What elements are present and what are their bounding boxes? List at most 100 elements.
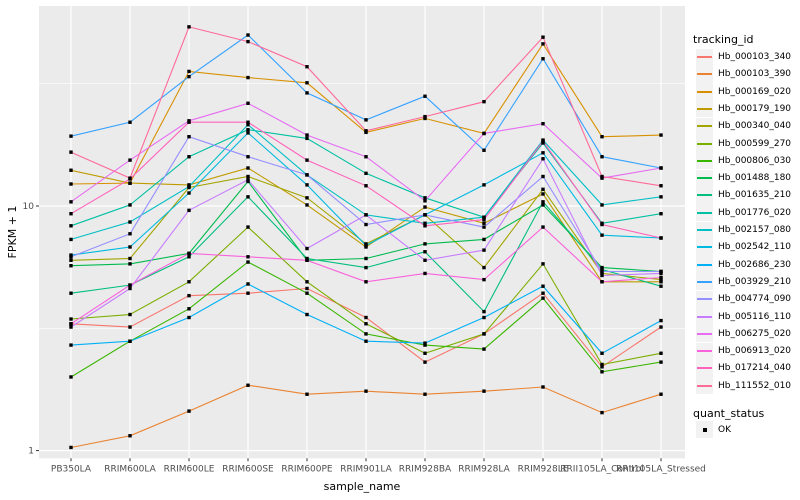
panel-background [39, 6, 685, 459]
data-point [69, 168, 73, 172]
data-point [246, 255, 250, 259]
data-point [187, 315, 191, 320]
legend-entry-quant-ok: OK [696, 421, 731, 438]
data-point [305, 203, 309, 207]
data-point [69, 255, 73, 259]
data-point [482, 237, 486, 242]
data-point [541, 200, 545, 204]
data-point [482, 183, 486, 187]
data-point [541, 385, 545, 389]
x-tick-label: RRIM600PE [281, 464, 333, 474]
data-point [364, 332, 368, 336]
legend-entry-label: Hb_001635_210 [718, 190, 792, 201]
line-swatch-icon [697, 367, 712, 370]
data-point [246, 39, 250, 44]
data-point [600, 280, 604, 284]
data-point [69, 264, 73, 268]
data-point [482, 148, 486, 152]
data-point [246, 195, 250, 199]
legend-entry-label: Hb_001776_020 [718, 207, 792, 218]
legend-entry-Hb_004774_090: Hb_004774_090 [696, 290, 791, 308]
data-point [659, 360, 663, 364]
data-point [541, 151, 545, 155]
data-point [364, 222, 368, 227]
legend-entry-Hb_001776_020: Hb_001776_020 [696, 204, 792, 222]
data-point [600, 265, 604, 270]
line-swatch-icon [697, 332, 712, 335]
legend-entry-Hb_111552_010: Hb_111552_010 [696, 377, 792, 395]
line-swatch-icon [697, 211, 712, 214]
data-point [482, 225, 486, 229]
legend-entry-label: Hb_111552_010 [718, 380, 792, 391]
data-point [305, 173, 309, 177]
legend-entry-label: Hb_006913_020 [718, 346, 792, 357]
legend-entry-Hb_003929_210: Hb_003929_210 [696, 273, 792, 291]
legend-entry-label: OK [718, 424, 731, 435]
legend-key [696, 273, 713, 291]
legend-entry-label: Hb_003929_210 [718, 276, 792, 287]
line-swatch-icon [697, 107, 712, 110]
data-point [423, 242, 427, 246]
data-point [305, 158, 309, 162]
data-point [541, 57, 545, 61]
legend-entry-Hb_001488_180: Hb_001488_180 [696, 169, 791, 187]
data-point [187, 191, 191, 195]
data-point [187, 409, 191, 413]
line-swatch-icon [697, 315, 712, 318]
legend-entry-label: Hb_002686_230 [718, 259, 792, 270]
legend-entry-Hb_000599_270: Hb_000599_270 [696, 135, 791, 152]
data-point [541, 203, 545, 207]
data-point [482, 99, 486, 104]
data-point [69, 182, 73, 186]
legend-title-tracking-id: tracking_id [693, 33, 754, 46]
legend-entry-label: Hb_005116_110 [718, 311, 792, 322]
data-point [69, 325, 73, 329]
data-point [187, 293, 191, 298]
data-point [305, 65, 309, 69]
data-point [659, 318, 663, 323]
data-point [128, 176, 132, 180]
data-point [541, 157, 545, 161]
legend-key [696, 65, 713, 83]
legend-entry-label: Hb_000103_390 [718, 69, 792, 80]
data-point [246, 383, 250, 387]
data-point [423, 343, 427, 347]
legend-entry-Hb_000169_020: Hb_000169_020 [696, 83, 791, 101]
data-point [364, 129, 368, 133]
data-point [187, 208, 191, 213]
data-point [423, 258, 427, 262]
x-tick-label: RRIM928BA [399, 464, 452, 474]
y-axis-title: FPKM + 1 [6, 205, 19, 259]
data-point [246, 260, 250, 264]
data-point [541, 139, 545, 143]
data-point [246, 174, 250, 179]
data-point [423, 213, 427, 217]
data-point [659, 133, 663, 137]
legend-entry-label: Hb_002542_110 [718, 242, 792, 253]
line-swatch-icon [697, 194, 712, 197]
data-point [246, 75, 250, 80]
legend-entry-Hb_002686_230: Hb_002686_230 [696, 256, 792, 274]
legend-entry-Hb_000103_340: Hb_000103_340 [696, 48, 791, 66]
data-point [482, 131, 486, 136]
data-point [246, 131, 250, 135]
data-point [305, 312, 309, 317]
data-point [600, 203, 604, 207]
data-point [482, 215, 486, 219]
line-swatch-icon [697, 350, 712, 353]
data-point [128, 434, 132, 438]
legend-entry-label: Hb_017214_040 [718, 363, 792, 374]
line-swatch-icon [697, 177, 712, 180]
legend-key [696, 152, 713, 170]
legend-key [696, 290, 713, 308]
data-point [246, 166, 250, 170]
line-swatch-icon [697, 280, 712, 283]
legend-entry-Hb_006913_020: Hb_006913_020 [696, 342, 792, 360]
data-point [423, 221, 427, 225]
data-point [128, 232, 132, 236]
data-point [541, 262, 545, 266]
legend-entry-Hb_002157_080: Hb_002157_080 [696, 221, 791, 239]
data-point [482, 309, 486, 314]
